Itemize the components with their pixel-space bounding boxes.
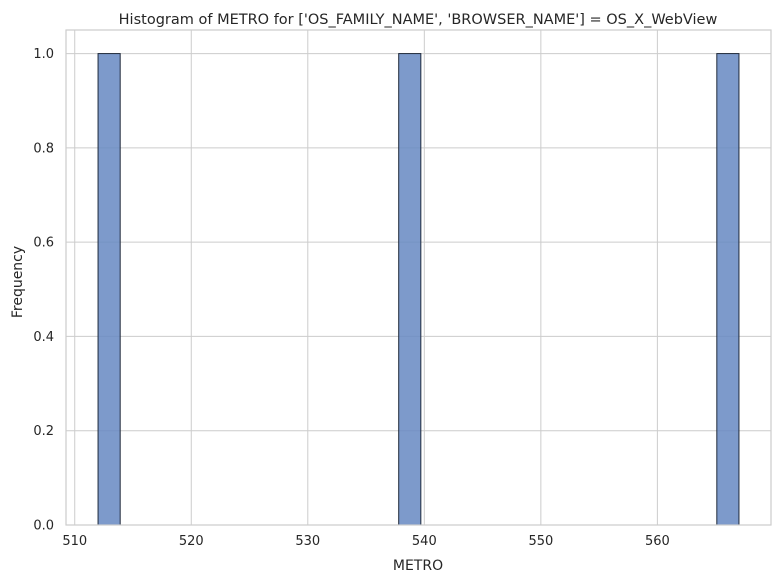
histogram-bar	[716, 53, 740, 526]
x-tick-label: 540	[412, 534, 437, 549]
x-axis-label: METRO	[393, 558, 443, 574]
y-tick-label: 1.0	[33, 47, 54, 62]
histogram-bar	[398, 53, 422, 526]
y-tick-label: 0.6	[33, 236, 54, 251]
plot-frame	[65, 29, 772, 526]
y-tick-label: 0.4	[33, 330, 54, 345]
x-tick-label: 550	[528, 534, 553, 549]
chart-title: Histogram of METRO for ['OS_FAMILY_NAME'…	[119, 12, 718, 28]
bar-layer	[97, 53, 740, 526]
y-axis-label: Frequency	[10, 246, 26, 318]
histogram-bar	[97, 53, 121, 526]
tick-layer: 510 520 530 540 550 560 0.0 0.2 0.4 0.6 0.8 1.0	[33, 47, 669, 549]
x-tick-label: 530	[295, 534, 320, 549]
y-tick-label: 0.2	[33, 424, 54, 439]
x-tick-label: 560	[645, 534, 670, 549]
x-tick-label: 510	[62, 534, 87, 549]
x-tick-label: 520	[179, 534, 204, 549]
y-tick-label: 0.8	[33, 141, 54, 156]
y-tick-label: 0.0	[33, 519, 54, 534]
